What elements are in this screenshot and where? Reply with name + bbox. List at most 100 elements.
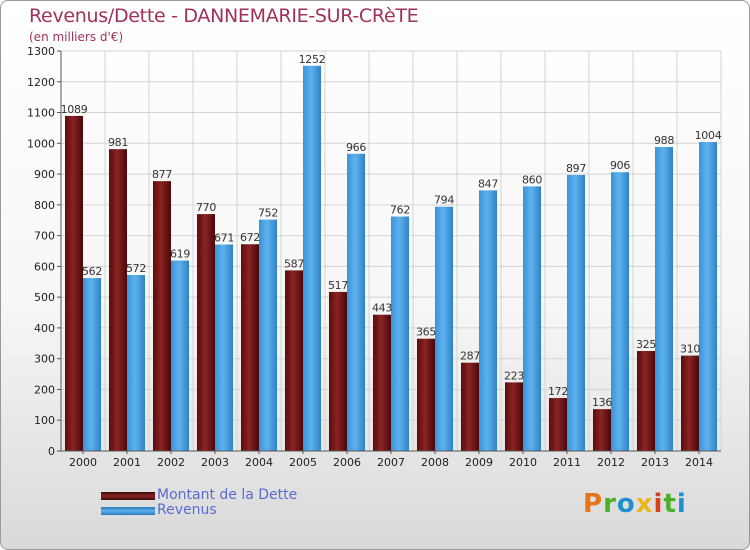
bar-revenus	[655, 147, 673, 451]
data-label-revenus: 752	[258, 207, 278, 220]
y-tick-label: 1200	[27, 76, 55, 89]
x-tick-label: 2007	[377, 456, 405, 469]
x-tick-label: 2012	[597, 456, 625, 469]
y-tick-label: 100	[34, 414, 55, 427]
data-label-revenus: 762	[390, 204, 410, 217]
data-label-revenus: 847	[478, 177, 498, 190]
data-label-revenus: 572	[126, 262, 146, 275]
data-label-dette: 877	[152, 168, 172, 181]
data-label-dette: 517	[328, 279, 348, 292]
logo-letter: i	[653, 489, 664, 519]
chart-subtitle: (en milliers d'€)	[29, 30, 124, 44]
bar-dette	[65, 115, 83, 451]
bar-dette	[417, 338, 435, 451]
bar-revenus	[567, 175, 585, 451]
bar-revenus	[83, 278, 101, 451]
x-tick-label: 2014	[685, 456, 713, 469]
bar-dette	[373, 314, 391, 451]
x-tick-label: 2004	[245, 456, 273, 469]
x-tick-label: 2005	[289, 456, 317, 469]
y-tick-label: 400	[34, 322, 55, 335]
x-tick-label: 2011	[553, 456, 581, 469]
x-tick-label: 2002	[157, 456, 185, 469]
data-label-dette: 172	[548, 385, 568, 398]
bar-dette	[549, 398, 567, 451]
data-label-revenus: 897	[566, 162, 586, 175]
data-labels: 1089 562 981 572 877 619 770 671 672 752 587 1252 51…	[61, 53, 722, 409]
axes: 0 100 200 300 400 500 600 700 800 900 1000 1100 1200…	[27, 45, 721, 469]
bar-revenus	[127, 275, 145, 451]
data-label-revenus: 794	[434, 194, 454, 207]
bar-revenus	[479, 190, 497, 451]
bar-revenus	[523, 186, 541, 451]
x-tick-label: 2009	[465, 456, 493, 469]
bar-revenus	[347, 153, 365, 451]
bar-dette	[681, 355, 699, 451]
y-tick-label: 700	[34, 230, 55, 243]
data-label-dette: 310	[680, 343, 700, 356]
y-tick-label: 1100	[27, 107, 55, 120]
data-label-revenus: 988	[654, 134, 674, 147]
x-tick-label: 2010	[509, 456, 537, 469]
bar-dette	[461, 362, 479, 451]
x-tick-label: 2001	[113, 456, 141, 469]
data-label-dette: 136	[592, 396, 612, 409]
bar-revenus	[171, 260, 189, 451]
data-label-dette: 287	[460, 350, 480, 363]
x-tick-label: 2008	[421, 456, 449, 469]
bar-dette	[329, 291, 347, 451]
x-tick-label: 2006	[333, 456, 361, 469]
legend-swatch-revenus	[101, 507, 155, 515]
data-label-revenus: 1252	[299, 53, 326, 66]
bar-dette	[109, 149, 127, 451]
data-label-dette: 325	[636, 338, 656, 351]
data-label-revenus: 619	[170, 248, 190, 261]
x-tick-label: 2000	[69, 456, 97, 469]
x-tick-label: 2003	[201, 456, 229, 469]
data-label-dette: 672	[240, 231, 260, 244]
chart-title: Revenus/Dette - DANNEMARIE-SUR-CRèTE	[29, 5, 419, 27]
bar-revenus	[699, 142, 717, 452]
data-label-revenus: 906	[610, 159, 630, 172]
y-tick-label: 1300	[27, 45, 55, 58]
data-label-dette: 587	[284, 257, 304, 270]
bar-dette	[197, 214, 215, 451]
proxiti-logo: Proxiti	[583, 489, 687, 519]
bar-dette	[637, 351, 655, 451]
y-tick-label: 1000	[27, 137, 55, 150]
bar-dette	[153, 181, 171, 451]
y-tick-label: 0	[48, 445, 55, 458]
bar-dette	[593, 409, 611, 451]
bar-dette	[505, 382, 523, 451]
data-label-dette: 1089	[61, 103, 88, 116]
data-label-revenus: 671	[214, 232, 234, 245]
data-label-dette: 223	[504, 369, 524, 382]
data-label-dette: 981	[108, 136, 128, 149]
y-tick-label: 600	[34, 260, 55, 273]
bar-revenus	[259, 219, 277, 451]
y-tick-label: 800	[34, 199, 55, 212]
bars	[65, 65, 717, 452]
bar-revenus	[215, 244, 233, 451]
data-label-revenus: 966	[346, 141, 366, 154]
bar-revenus	[391, 216, 409, 451]
y-tick-label: 300	[34, 353, 55, 366]
bar-revenus	[435, 206, 453, 451]
logo-letter: x	[635, 489, 654, 519]
legend-swatch-dette	[101, 492, 155, 500]
data-label-dette: 365	[416, 326, 436, 339]
data-label-revenus: 562	[82, 265, 102, 278]
bar-dette	[285, 270, 303, 451]
bar-dette	[241, 244, 259, 451]
logo-letter: t	[663, 489, 677, 519]
logo-letter: o	[616, 489, 636, 519]
logo-letter: r	[603, 489, 617, 519]
logo-letter: i	[676, 489, 687, 519]
legend-label-revenus: Revenus	[157, 502, 217, 518]
logo-letter: P	[583, 489, 604, 519]
data-label-dette: 443	[372, 302, 392, 315]
y-tick-label: 900	[34, 168, 55, 181]
bar-revenus	[303, 65, 321, 452]
